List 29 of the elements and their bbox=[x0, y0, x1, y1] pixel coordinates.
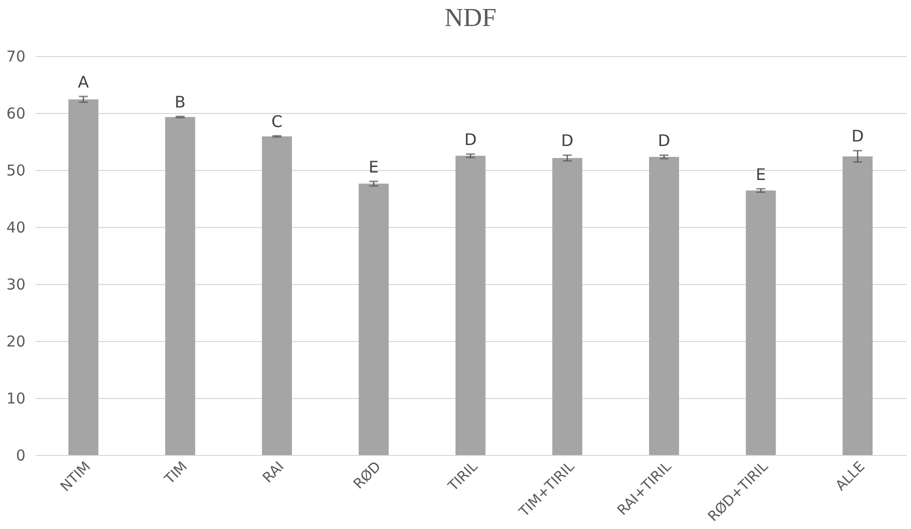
chart-title: NDF bbox=[444, 3, 497, 32]
y-tick-label: 60 bbox=[6, 104, 26, 122]
bar bbox=[842, 156, 873, 455]
bar bbox=[746, 190, 776, 455]
x-tick-label: RAI bbox=[260, 458, 288, 486]
data-label: A bbox=[78, 72, 89, 92]
data-label: E bbox=[368, 157, 379, 176]
bar bbox=[456, 156, 486, 455]
y-tick-label: 50 bbox=[6, 162, 26, 180]
bar bbox=[358, 184, 389, 455]
bar bbox=[165, 116, 196, 455]
y-tick-label: 20 bbox=[6, 332, 26, 350]
y-tick-label: 70 bbox=[6, 48, 26, 66]
y-tick-label: 40 bbox=[6, 218, 26, 236]
data-label: D bbox=[658, 131, 670, 150]
data-label: D bbox=[561, 131, 574, 150]
data-label: D bbox=[851, 126, 864, 146]
y-tick-label: 10 bbox=[6, 390, 26, 408]
bar bbox=[552, 158, 582, 455]
data-label: C bbox=[271, 112, 283, 131]
data-label: B bbox=[174, 92, 186, 112]
bar bbox=[262, 136, 292, 455]
data-label: E bbox=[756, 164, 766, 184]
bar bbox=[649, 156, 680, 455]
bar bbox=[68, 99, 98, 455]
x-tick-label: TIM bbox=[161, 458, 191, 488]
data-label: D bbox=[464, 130, 477, 150]
y-tick-label: 30 bbox=[6, 276, 26, 294]
y-tick-label: 0 bbox=[16, 446, 26, 464]
